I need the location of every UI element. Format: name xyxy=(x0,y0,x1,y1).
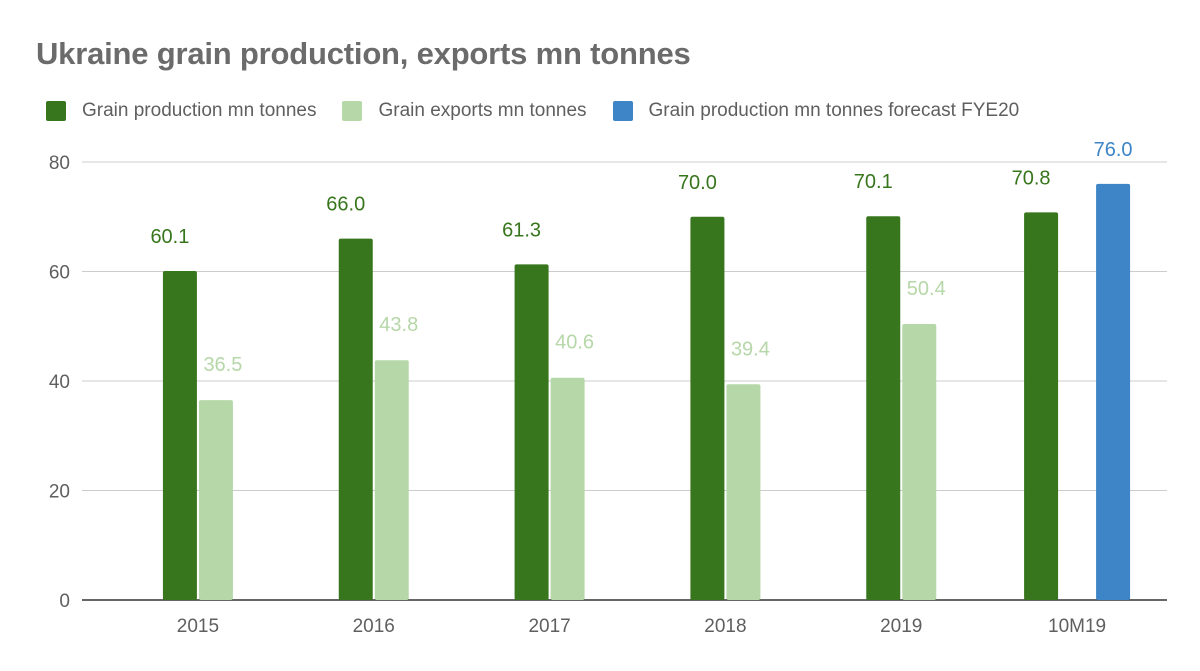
bar-exports-2015[interactable] xyxy=(198,400,233,600)
y-tick-label-20: 20 xyxy=(49,482,70,503)
legend-item-production[interactable]: Grain production mn tonnes xyxy=(46,100,316,122)
data-label-production-2015: 60.1 xyxy=(150,226,189,248)
data-label-exports-2015: 36.5 xyxy=(203,354,242,376)
legend-label-exports: Grain exports mn tonnes xyxy=(378,100,587,121)
data-label-exports-2018: 39.4 xyxy=(731,338,770,360)
bar-exports-2016[interactable] xyxy=(374,360,409,600)
data-label-exports-2019: 50.4 xyxy=(907,278,946,300)
bar-production-2018[interactable] xyxy=(690,216,725,600)
x-tick-label-2016: 2016 xyxy=(353,616,395,637)
y-tick-label-60: 60 xyxy=(49,263,70,284)
y-tick-label-0: 0 xyxy=(59,591,70,612)
y-tick-label-40: 40 xyxy=(49,372,70,393)
y-tick-label-80: 80 xyxy=(49,153,70,174)
legend-item-exports[interactable]: Grain exports mn tonnes xyxy=(342,100,587,122)
bar-exports-2017[interactable] xyxy=(550,377,585,600)
bar-production-2015[interactable] xyxy=(162,270,197,600)
legend-swatch-forecast xyxy=(612,101,633,121)
legend-swatch-production xyxy=(46,101,66,121)
legend: Grain production mn tonnes Grain exports… xyxy=(46,100,1045,122)
data-label-production-2016: 66.0 xyxy=(326,194,365,216)
bar-production-2019[interactable] xyxy=(866,216,901,600)
data-label-production-2017: 61.3 xyxy=(502,219,541,241)
bar-production-10m19[interactable] xyxy=(1024,212,1059,600)
legend-label-production: Grain production mn tonnes xyxy=(82,100,317,121)
x-tick-label-10m19: 10M19 xyxy=(1048,616,1106,637)
y-axis-ticks: 0 20 40 60 80 xyxy=(49,153,70,612)
legend-swatch-exports xyxy=(342,101,363,121)
data-label-exports-2016: 43.8 xyxy=(379,314,418,336)
gridlines xyxy=(82,161,1167,601)
data-label-exports-2017: 40.6 xyxy=(555,332,594,354)
chart-title: Ukraine grain production, exports mn ton… xyxy=(36,36,691,71)
x-tick-label-2017: 2017 xyxy=(528,616,570,637)
bar-production-2016[interactable] xyxy=(338,238,373,600)
legend-label-forecast: Grain production mn tonnes forecast FYE2… xyxy=(648,100,1020,121)
bar-exports-2019[interactable] xyxy=(902,324,937,600)
x-tick-label-2015: 2015 xyxy=(177,616,219,637)
x-tick-label-2019: 2019 xyxy=(880,616,922,637)
data-label-production-2019: 70.1 xyxy=(854,171,893,193)
bars xyxy=(162,183,1131,600)
data-label-production-2018: 70.0 xyxy=(678,172,717,194)
data-label-forecast-10m19: 76.0 xyxy=(1094,139,1133,161)
data-labels: 60.1 36.5 66.0 43.8 61.3 40.6 70.0 39.4 70.1 50.4… xyxy=(150,139,1132,376)
x-axis-ticks: 2015 2016 2017 2018 2019 10M19 xyxy=(177,616,1106,637)
data-label-production-10m19: 70.8 xyxy=(1012,167,1051,189)
bar-exports-2018[interactable] xyxy=(726,384,761,600)
legend-item-forecast[interactable]: Grain production mn tonnes forecast FYE2… xyxy=(612,100,1020,122)
bar-production-2017[interactable] xyxy=(514,264,549,600)
x-tick-label-2018: 2018 xyxy=(704,616,746,637)
bar-forecast-10m19[interactable] xyxy=(1096,183,1131,600)
